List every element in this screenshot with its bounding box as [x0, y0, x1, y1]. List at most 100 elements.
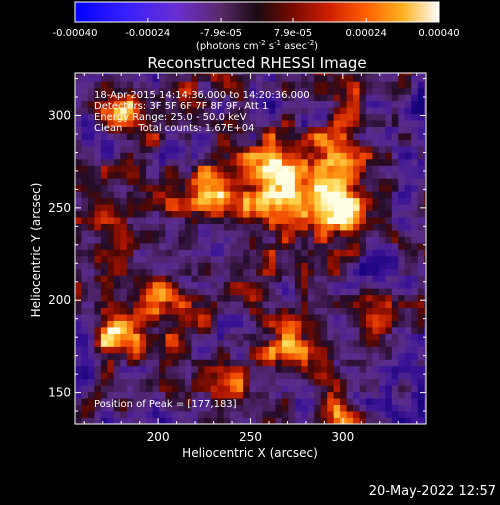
heatmap-cell [417, 236, 425, 244]
heatmap-cell [346, 171, 354, 179]
heatmap-cell [146, 255, 153, 263]
heatmap-cell [424, 107, 426, 115]
heatmap-cell [294, 320, 302, 328]
heatmap-cell [197, 385, 205, 393]
heatmap-cell [327, 301, 335, 309]
heatmap-cell [210, 294, 218, 302]
heatmap-cell [301, 262, 309, 270]
heatmap-cell [165, 145, 173, 153]
heatmap-cell [87, 139, 95, 147]
heatmap-cell [256, 210, 263, 218]
heatmap-cell [275, 352, 283, 360]
heatmap-cell [359, 294, 367, 302]
heatmap-cell [184, 100, 192, 108]
heatmap-cell [236, 87, 244, 95]
heatmap-cell [294, 398, 302, 406]
heatmap-cell [301, 301, 309, 309]
heatmap-cell [378, 385, 386, 393]
heatmap-cell [139, 359, 147, 367]
heatmap-cell [301, 139, 309, 147]
heatmap-cell [378, 126, 386, 134]
heatmap-cell [171, 87, 179, 95]
heatmap-cell [236, 191, 244, 199]
heatmap-cell [94, 262, 102, 270]
heatmap-cell [178, 417, 186, 424]
heatmap-cell [217, 378, 225, 386]
heatmap-cell [327, 346, 335, 354]
heatmap-cell [281, 242, 289, 250]
heatmap-cell [223, 74, 231, 82]
heatmap-cell [223, 262, 231, 270]
heatmap-cell [204, 133, 212, 140]
heatmap-cell [126, 126, 134, 134]
heatmap-cell [268, 107, 276, 115]
heatmap-cell [217, 281, 225, 289]
heatmap-cell [217, 178, 225, 186]
heatmap-cell [404, 398, 412, 406]
heatmap-cell [333, 255, 341, 263]
heatmap-cell [346, 184, 354, 192]
heatmap-cell [81, 333, 89, 341]
heatmap-cell [100, 404, 108, 412]
heatmap-cell [268, 281, 276, 289]
heatmap-cell [365, 359, 373, 367]
heatmap-cell [120, 339, 128, 347]
heatmap-cell [417, 139, 425, 147]
heatmap-cell [197, 171, 205, 179]
heatmap-cell [178, 74, 186, 82]
heatmap-cell [75, 158, 82, 166]
heatmap-cell [152, 327, 160, 334]
heatmap-cell [107, 87, 115, 95]
heatmap-cell [243, 133, 250, 140]
heatmap-cell [152, 191, 160, 199]
heatmap-cell [94, 94, 102, 102]
heatmap-cell [171, 281, 179, 289]
heatmap-cell [100, 249, 108, 257]
heatmap-cell [268, 94, 276, 102]
heatmap-cell [404, 236, 412, 244]
heatmap-cell [210, 307, 218, 315]
heatmap-cell [159, 145, 166, 153]
heatmap-cell [391, 94, 399, 102]
heatmap-cell [191, 294, 199, 302]
heatmap-cell [236, 385, 244, 393]
heatmap-cell [294, 236, 302, 244]
heatmap-cell [294, 165, 302, 173]
heatmap-cell [243, 230, 250, 237]
heatmap-cell [75, 223, 82, 231]
heatmap-cell [236, 294, 244, 302]
heatmap-cell [87, 346, 95, 354]
heatmap-cell [404, 417, 412, 424]
heatmap-cell [411, 404, 419, 412]
heatmap-cell [249, 230, 257, 237]
heatmap-cell [243, 314, 250, 321]
heatmap-cell [146, 139, 153, 147]
heatmap-cell [268, 378, 276, 386]
heatmap-cell [171, 372, 179, 380]
heatmap-cell [288, 223, 296, 231]
heatmap-cell [359, 275, 367, 283]
heatmap-cell [424, 281, 426, 289]
heatmap-cell [417, 417, 425, 424]
heatmap-cell [230, 133, 238, 140]
heatmap-cell [94, 171, 102, 179]
heatmap-cell [275, 333, 283, 341]
heatmap-cell [94, 197, 102, 205]
heatmap-cell [159, 165, 166, 173]
heatmap-cell [340, 242, 347, 250]
heatmap-cell [178, 178, 186, 186]
heatmap-cell [236, 327, 244, 334]
heatmap-cell [100, 307, 108, 315]
heatmap-cell [417, 385, 425, 393]
heatmap-cell [204, 145, 212, 153]
heatmap-cell [165, 139, 173, 147]
heatmap-cell [327, 262, 335, 270]
heatmap-cell [346, 314, 354, 321]
heatmap-cell [159, 365, 166, 373]
heatmap-cell [268, 87, 276, 95]
heatmap-cell [133, 275, 141, 283]
heatmap-cell [94, 391, 102, 399]
heatmap-cell [281, 255, 289, 263]
heatmap-cell [159, 171, 166, 179]
heatmap-cell [262, 184, 270, 192]
